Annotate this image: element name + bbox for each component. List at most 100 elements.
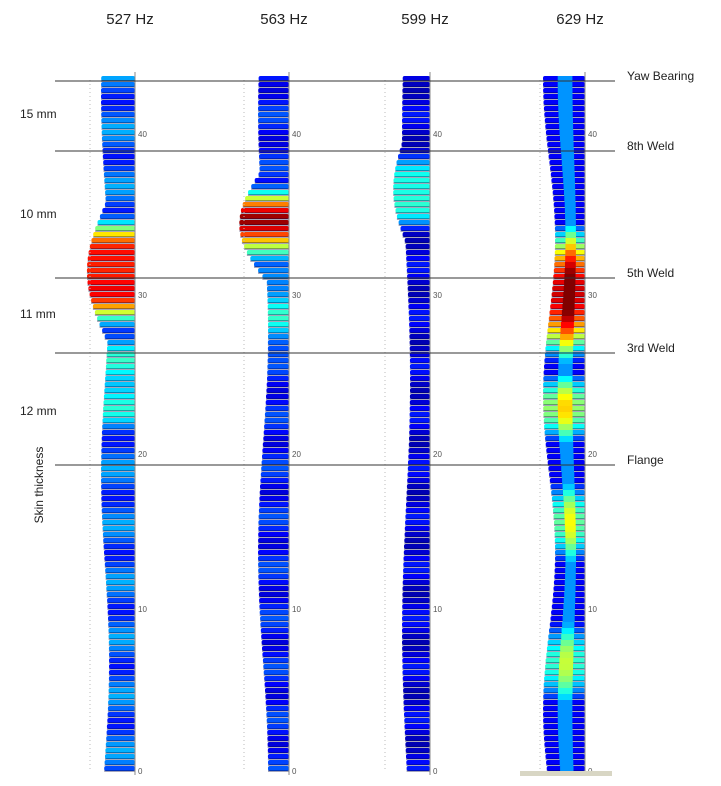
mode-stripe-shade [106, 200, 136, 202]
mode-stripe-shade [402, 632, 430, 634]
mode-stripe-core [562, 310, 574, 316]
mode-stripe-shade [265, 698, 289, 700]
mode-stripe-core [558, 106, 572, 112]
mode-stripe-shade [104, 554, 135, 556]
mode-stripe-shade [410, 404, 430, 406]
mode-stripe-core [564, 286, 576, 292]
mode-stripe-shade [259, 500, 289, 502]
mode-stripe-core [565, 586, 576, 592]
mode-stripe-shade [268, 764, 289, 766]
mode-stripe-shade [105, 338, 135, 340]
mode-stripe-shade [250, 260, 289, 262]
mode-stripe-core [560, 142, 573, 148]
mode-stripe-shade [405, 524, 430, 526]
mode-stripe-shade [406, 254, 430, 256]
height-tick: 30 [292, 291, 301, 300]
mode-stripe-core [558, 730, 573, 736]
mode-stripe-core [558, 88, 573, 94]
mode-stripe-core [560, 454, 573, 460]
mode-stripe-core [559, 124, 573, 130]
mode-stripe-shade [409, 314, 430, 316]
mode-stripe-shade [109, 644, 135, 646]
mode-stripe-shade [101, 476, 135, 478]
mode-stripe-shade [402, 650, 430, 652]
mode-stripe-core [564, 502, 575, 508]
mode-stripe-core [558, 388, 573, 394]
mode-stripe-shade [106, 590, 135, 592]
mode-stripe-shade [263, 668, 289, 670]
height-tick: 30 [588, 291, 597, 300]
mode-stripe-shade [108, 704, 135, 706]
mode-stripe-shade [409, 320, 430, 322]
mode-stripe-shade [402, 662, 430, 664]
mode-stripe-core [564, 184, 576, 190]
mode-stripe-shade [258, 134, 289, 136]
mode-stripe-shade [102, 128, 136, 130]
mode-stripe-core [564, 592, 575, 598]
mode-stripe-core [562, 160, 575, 166]
height-tick: 10 [292, 605, 301, 614]
mode-stripe-core [558, 712, 573, 718]
mode-stripe-shade [89, 254, 135, 256]
mode-stripe-shade [103, 422, 136, 424]
section-label: 5th Weld [627, 266, 674, 280]
mode-stripe-shade [259, 590, 289, 592]
mode-stripe-shade [105, 206, 135, 208]
mode-stripe-shade [404, 554, 430, 556]
mode-stripe-shade [410, 362, 430, 364]
mode-stripe-shade [402, 134, 430, 136]
mode-stripe-core [561, 466, 574, 472]
mode-stripe-core [558, 706, 573, 712]
mode-stripe-shade [259, 506, 289, 508]
mode-stripe-shade [404, 560, 431, 562]
mode-stripe-shade [402, 644, 430, 646]
mode-stripe-shade [393, 188, 430, 190]
mode-stripe-shade [262, 452, 289, 454]
mode-stripe-shade [265, 410, 289, 412]
mode-stripe-shade [101, 86, 135, 88]
mode-stripe-core [565, 538, 576, 544]
mode-stripe-shade [410, 356, 430, 358]
mode-stripe-shade [268, 338, 289, 340]
mode-stripe-shade [402, 98, 430, 100]
mode-stripe-shade [403, 590, 431, 592]
mode-stripe-shade [107, 344, 135, 346]
mode-stripe-core [558, 94, 573, 100]
mode-stripe-shade [404, 710, 430, 712]
mode-stripe-shade [259, 596, 289, 598]
mode-stripe-core [559, 358, 573, 364]
mode-stripe-core [564, 496, 576, 502]
mode-stripe-shade [244, 248, 289, 250]
mode-stripe-shade [258, 116, 289, 118]
mode-stripe-shade [258, 566, 289, 568]
mode-stripe-core [559, 436, 573, 442]
mode-stripe-shade [240, 218, 289, 220]
mode-stripe-shade [241, 212, 289, 214]
mode-stripe-core [565, 244, 576, 250]
mode-stripe-core [563, 172, 575, 178]
mode-stripe-shade [87, 272, 135, 274]
mode-stripe-core [558, 394, 573, 400]
mode-stripe-shade [102, 332, 135, 334]
mode-stripe-shade [261, 476, 289, 478]
mode-stripe-core [558, 406, 573, 412]
mode-stripe-shade [259, 152, 289, 154]
mode-stripe-shade [394, 182, 431, 184]
mode-stripe-shade [258, 578, 289, 580]
mode-stripe-shade [408, 308, 430, 310]
mode-stripe-shade [107, 608, 135, 610]
mode-stripe-shade [108, 716, 135, 718]
mode-stripe-shade [102, 434, 135, 436]
mode-stripe-shade [404, 704, 431, 706]
mode-stripe-shade [103, 530, 135, 532]
mode-stripe-shade [102, 146, 135, 148]
mode-stripe-shade [101, 98, 135, 100]
mode-stripe-core [559, 118, 573, 124]
mode-stripe-shade [410, 374, 430, 376]
mode-stripe-core [565, 220, 576, 226]
height-tick: 40 [138, 130, 147, 139]
height-tick: 40 [588, 130, 597, 139]
mode-stripe-shade [404, 722, 430, 724]
mode-stripe-shade [402, 638, 430, 640]
mode-stripe-shade [90, 296, 135, 298]
